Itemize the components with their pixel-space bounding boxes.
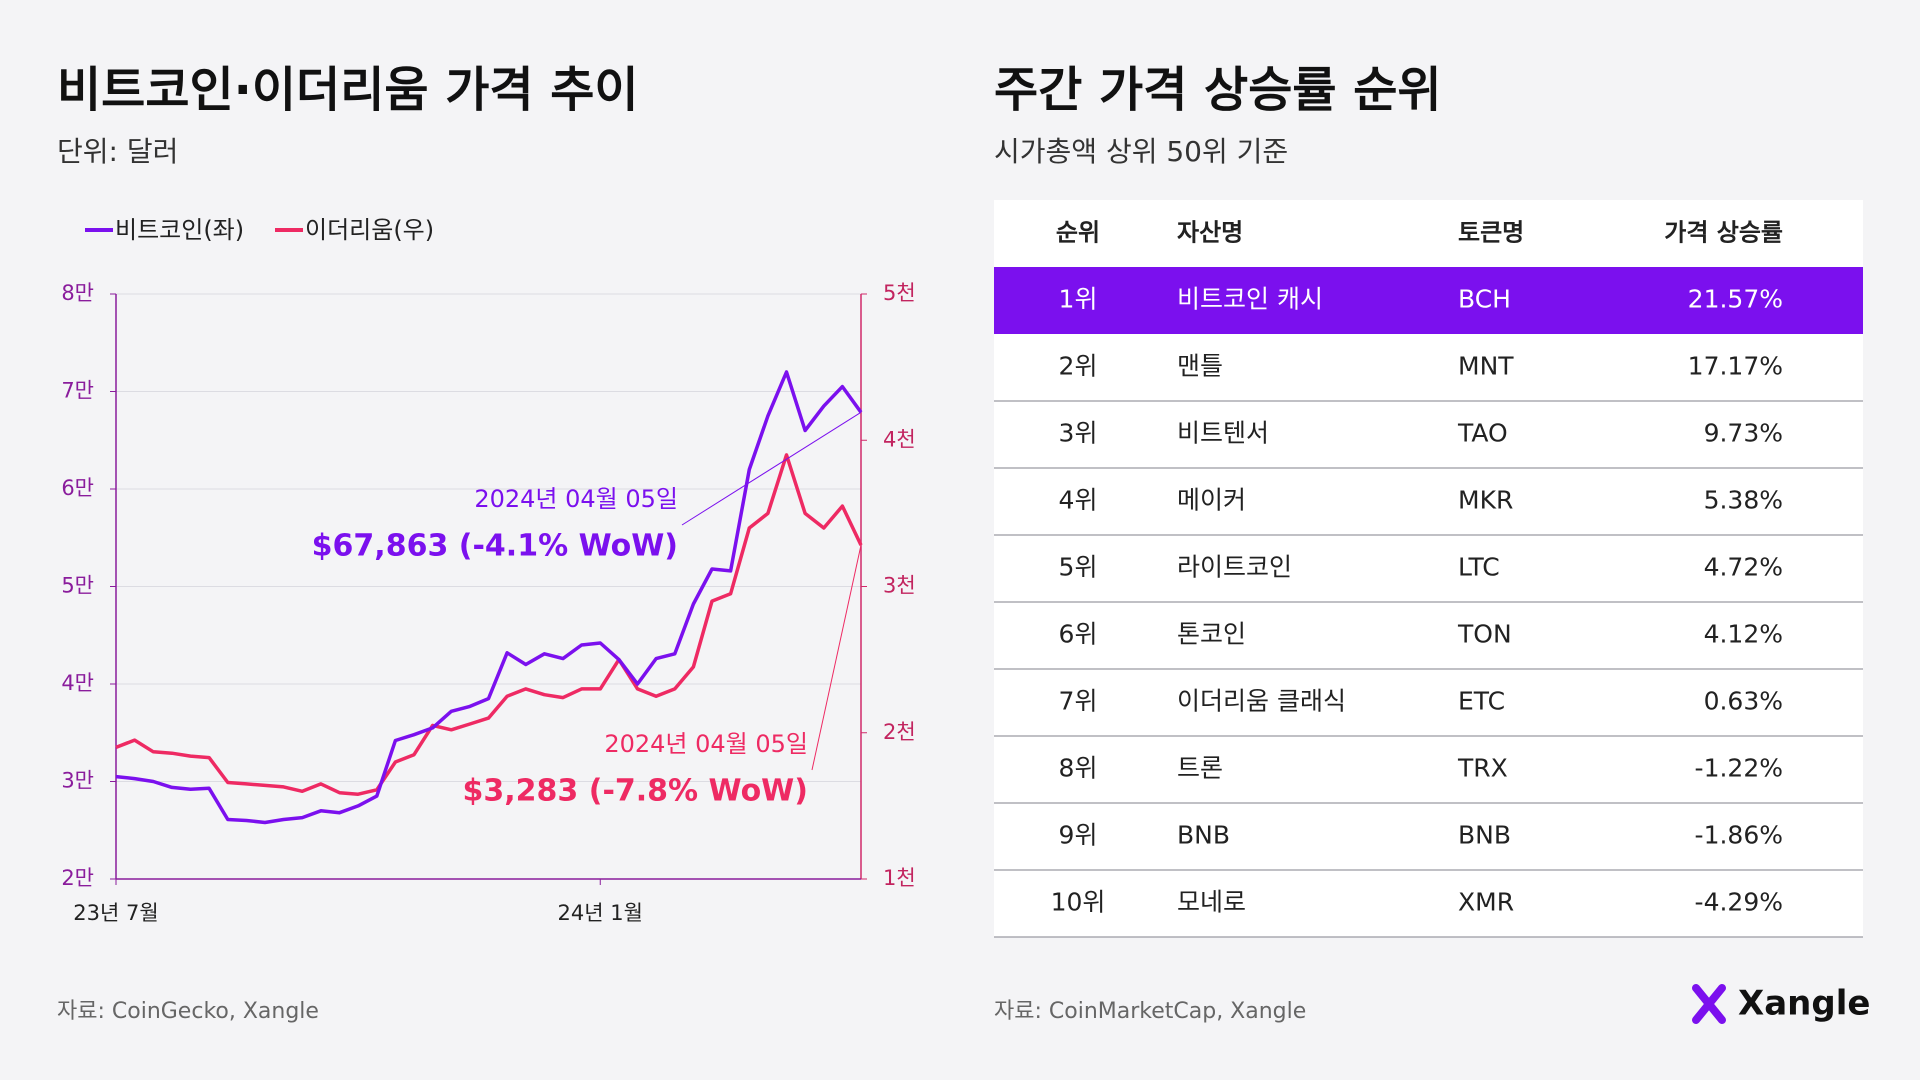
column-header: 토큰명 (1458, 219, 1524, 247)
table-cell: BNB (1177, 821, 1230, 850)
table-cell: 맨틀 (1177, 352, 1223, 381)
table-cell: BNB (1458, 821, 1511, 850)
table-cell: TON (1457, 620, 1512, 649)
y-tick-label: 4만 (61, 671, 94, 695)
table-cell: TRX (1457, 754, 1508, 783)
highlight-row (994, 267, 1863, 334)
y2-tick-label: 3천 (883, 574, 916, 598)
brand: Xangle (1738, 984, 1870, 1024)
table-cell: 21.57% (1688, 285, 1783, 314)
leader-line (681, 411, 862, 526)
y2-tick-label: 4천 (883, 427, 916, 451)
table-cell: 3위 (1059, 419, 1098, 448)
table-cell: 10위 (1051, 888, 1106, 917)
table-cell: 6위 (1059, 620, 1098, 649)
table-cell: -1.22% (1695, 754, 1783, 783)
table-cell: MNT (1458, 352, 1514, 381)
x-tick-label: 24년 1월 (558, 901, 643, 925)
table-cell: 4.72% (1704, 553, 1783, 582)
table-cell: 17.17% (1688, 352, 1783, 381)
table-cell: 모네로 (1177, 888, 1246, 917)
table-cell: LTC (1458, 553, 1500, 582)
y-tick-label: 6만 (61, 476, 94, 500)
y-tick-label: 3만 (61, 769, 94, 793)
table-cell: 9.73% (1704, 419, 1783, 448)
table-cell: 이더리움 클래식 (1177, 687, 1346, 716)
table-cell: XMR (1458, 888, 1514, 917)
table-cell: 7위 (1059, 687, 1098, 716)
table-cell: 1위 (1059, 285, 1098, 314)
column-header: 자산명 (1177, 219, 1243, 247)
chart-source: 자료: CoinGecko, Xangle (57, 999, 319, 1024)
column-header: 순위 (1056, 219, 1100, 247)
legend-label: 이더리움(우) (305, 216, 434, 244)
table-cell: 4위 (1059, 486, 1098, 515)
table-cell: 비트코인 캐시 (1177, 285, 1323, 314)
annotation-date: 2024년 04월 05일 (474, 485, 678, 513)
annotation-value: $3,283 (-7.8% WoW) (463, 774, 808, 809)
column-header: 가격 상승률 (1664, 219, 1783, 247)
logo: Xangle (1692, 984, 1870, 1024)
table-cell: MKR (1458, 486, 1513, 515)
table-cell: 메이커 (1177, 486, 1246, 515)
y-tick-label: 5만 (61, 574, 94, 598)
annotation-value: $67,863 (-4.1% WoW) (312, 529, 678, 564)
series-line (115, 453, 863, 796)
table-cell: 5위 (1059, 553, 1098, 582)
table-cell: BCH (1458, 285, 1511, 314)
table-cell: TAO (1457, 419, 1508, 448)
chart-title: 비트코인·이더리움 가격 추이 (57, 62, 639, 118)
table-cell: 톤코인 (1177, 620, 1246, 649)
table-subtitle: 시가총액 상위 50위 기준 (994, 135, 1288, 168)
annotation-date: 2024년 04월 05일 (604, 730, 808, 758)
table-cell: 2위 (1059, 352, 1098, 381)
table-title: 주간 가격 상승률 순위 (994, 62, 1442, 118)
y2-tick-label: 5천 (883, 281, 916, 305)
table-cell: 9위 (1059, 821, 1098, 850)
table-cell: 4.12% (1704, 620, 1783, 649)
table-cell: 8위 (1059, 754, 1098, 783)
chart-subtitle: 단위: 달러 (57, 135, 178, 168)
y2-tick-label: 1천 (883, 866, 916, 890)
table-cell: 트론 (1177, 754, 1223, 783)
table-source: 자료: CoinMarketCap, Xangle (994, 999, 1306, 1024)
leader-line (811, 545, 862, 771)
y-tick-label: 2만 (61, 866, 94, 890)
y-tick-label: 7만 (61, 379, 94, 403)
table-cell: 5.38% (1704, 486, 1783, 515)
series-line (115, 370, 863, 825)
logo-mark (1692, 984, 1726, 1024)
x-tick-label: 23년 7월 (73, 901, 158, 925)
table-cell: 0.63% (1704, 687, 1783, 716)
y2-tick-label: 2천 (883, 720, 916, 744)
table-cell: -1.86% (1695, 821, 1783, 850)
table-cell: 비트텐서 (1177, 419, 1269, 448)
legend-label: 비트코인(좌) (115, 216, 244, 244)
table-cell: -4.29% (1695, 888, 1783, 917)
table-cell: 라이트코인 (1177, 553, 1292, 582)
table-cell: ETC (1458, 687, 1505, 716)
y-tick-label: 8만 (61, 281, 94, 305)
